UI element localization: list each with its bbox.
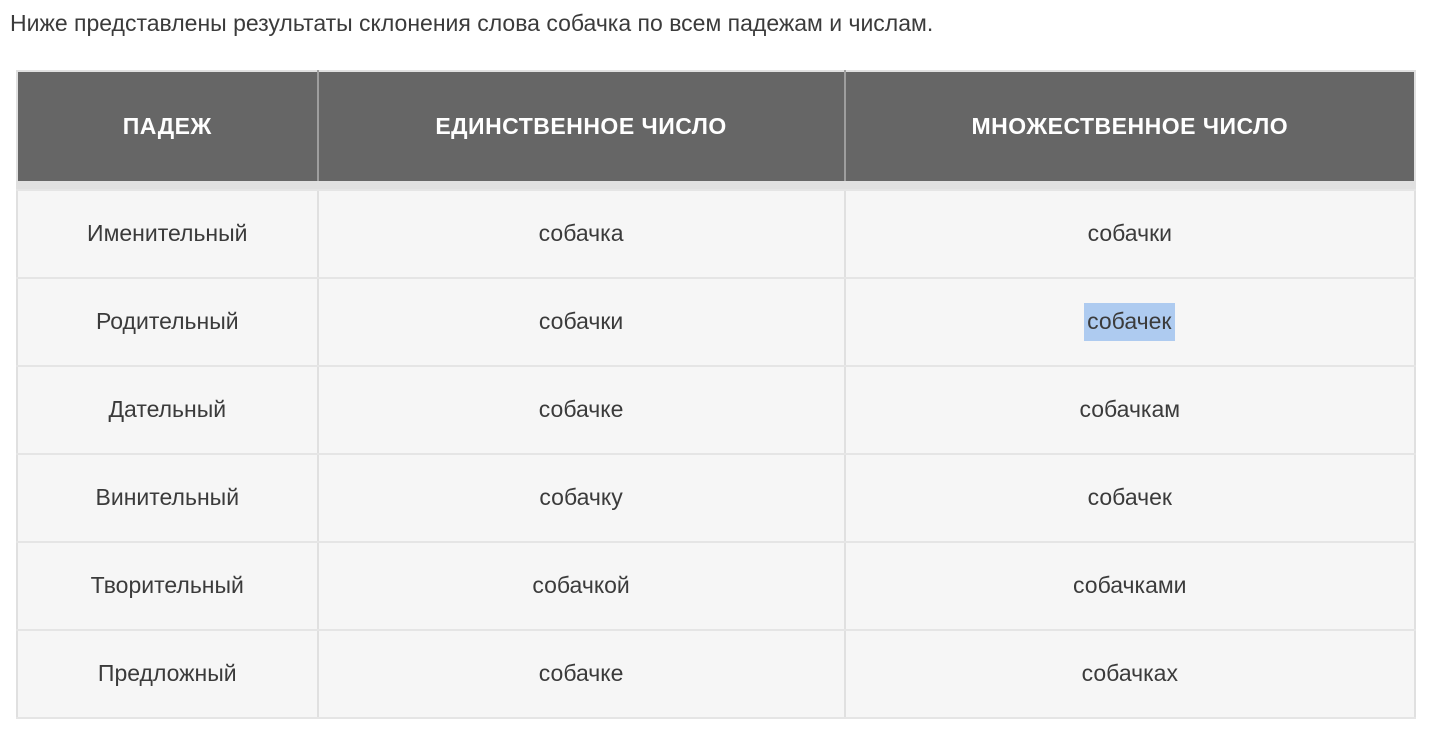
cell-text: Именительный [87,220,248,247]
singular-cell: собачку [316,452,845,543]
spacer-cell [317,180,845,190]
cell-text: собачка [538,220,624,247]
selected-text[interactable]: собачек [1084,303,1176,342]
table-body: Именительный собачка собачки Родительный соб… [17,188,1415,719]
header-spacer-strip [17,180,1415,190]
table-row: Предложный собачке собачках [17,628,1415,719]
plural-cell: собачках [843,628,1415,719]
singular-cell: собачке [316,364,845,455]
cell-text: Творительный [90,572,244,599]
table-header: ПАДЕЖ ЕДИНСТВЕННОЕ ЧИСЛО МНОЖЕСТВЕННОЕ Ч… [17,70,1415,190]
cell-text: собачки [538,308,624,335]
cell-text: собачкам [1079,396,1181,423]
table-row: Винительный собачку собачек [17,452,1415,543]
cell-text: Родительный [95,308,239,335]
case-cell: Предложный [17,628,318,719]
intro-text: Ниже представлены результаты склонения с… [10,10,934,36]
declension-table: ПАДЕЖ ЕДИНСТВЕННОЕ ЧИСЛО МНОЖЕСТВЕННОЕ Ч… [16,69,1416,719]
cell-text: собачку [539,484,623,511]
plural-cell: собачкам [843,364,1415,455]
case-cell: Дательный [17,364,318,455]
cell-text: собачками [1073,572,1187,599]
plural-cell: собачек [843,276,1415,367]
spacer-cell [17,180,318,190]
case-cell: Родительный [17,276,318,367]
case-cell: Творительный [17,540,318,631]
case-cell: Именительный [17,188,318,279]
header-row: ПАДЕЖ ЕДИНСТВЕННОЕ ЧИСЛО МНОЖЕСТВЕННОЕ Ч… [17,70,1415,181]
column-header-plural: МНОЖЕСТВЕННОЕ ЧИСЛО [843,70,1415,181]
plural-cell: собачек [843,452,1415,543]
table-row: Именительный собачка собачки [17,188,1415,279]
cell-text: Предложный [97,660,237,687]
singular-cell: собачкой [316,540,845,631]
singular-cell: собачки [316,276,845,367]
cell-text: собачек [1087,484,1172,511]
singular-cell: собачка [316,188,845,279]
cell-text: собачке [538,660,624,687]
table-row: Дательный собачке собачкам [17,364,1415,455]
cell-text: собачки [1087,220,1172,247]
cell-text: Винительный [95,484,240,511]
singular-cell: собачке [316,628,845,719]
cell-text: собачке [538,396,624,423]
cell-text: собачкой [532,572,630,599]
case-cell: Винительный [17,452,318,543]
cell-text: Дательный [108,396,227,423]
table-row: Творительный собачкой собачками [17,540,1415,631]
plural-cell: собачки [843,188,1415,279]
plural-cell: собачками [843,540,1415,631]
column-header-case: ПАДЕЖ [17,70,318,181]
cell-text: собачках [1081,660,1178,687]
column-header-singular: ЕДИНСТВЕННОЕ ЧИСЛО [316,70,845,181]
table-row: Родительный собачки собачек [17,276,1415,367]
spacer-cell [844,180,1415,190]
